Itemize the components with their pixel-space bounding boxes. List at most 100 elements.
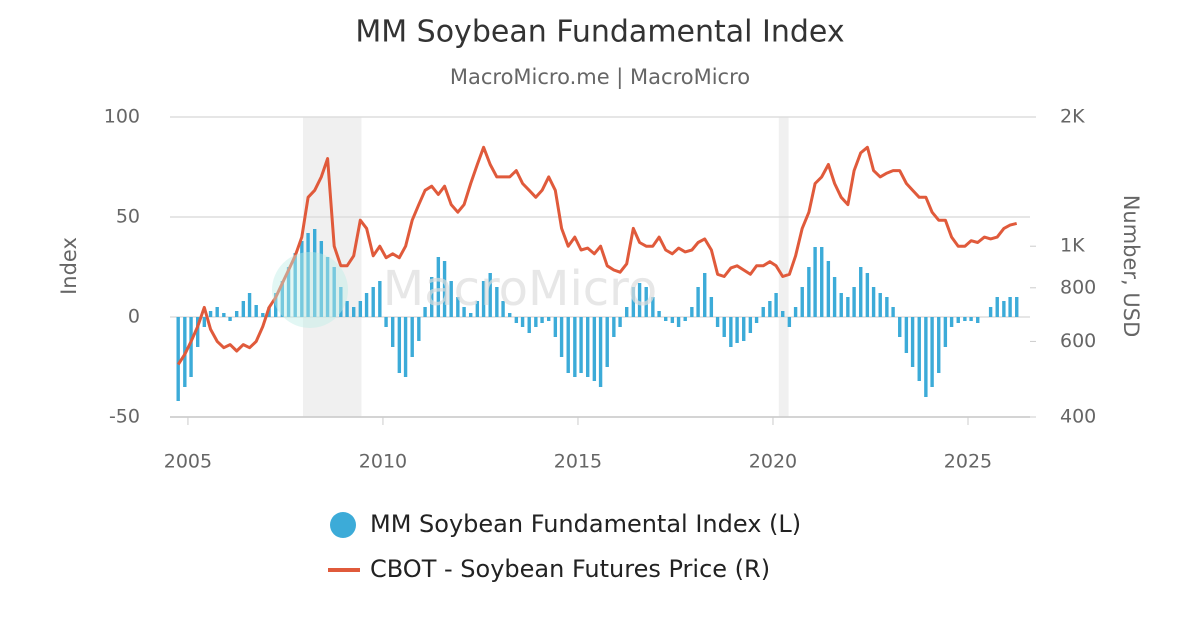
bar	[364, 293, 369, 317]
bar	[859, 267, 863, 317]
y-axis-title: Index	[57, 237, 81, 295]
bar	[631, 287, 636, 317]
bar	[690, 307, 694, 317]
bar	[293, 253, 297, 317]
bar	[988, 307, 993, 317]
bar	[586, 317, 590, 377]
y-tick-label: -50	[109, 406, 140, 428]
bar	[1015, 297, 1019, 317]
bar	[332, 267, 336, 317]
y-tick-label: 50	[116, 206, 140, 228]
bar	[1002, 301, 1006, 317]
bar	[664, 317, 668, 321]
legend-label: CBOT - Soybean Futures Price (R)	[370, 555, 770, 583]
bar	[534, 317, 538, 327]
x-tick-label: 2015	[554, 451, 602, 473]
bar	[598, 317, 603, 387]
bar	[579, 317, 583, 373]
bar	[963, 317, 967, 321]
y2-tick-label: 2K	[1060, 106, 1085, 128]
bar	[832, 277, 837, 317]
bar	[852, 287, 856, 317]
bar	[618, 317, 622, 327]
bar	[540, 317, 544, 323]
bar	[676, 317, 681, 327]
bar	[501, 301, 505, 317]
bar	[547, 317, 551, 321]
bar	[807, 267, 811, 317]
chart-title: MM Soybean Fundamental Index	[355, 15, 844, 50]
bar	[904, 317, 909, 353]
bar	[280, 281, 285, 317]
bar	[729, 317, 733, 347]
bar	[625, 307, 629, 317]
bar	[703, 273, 707, 317]
bar	[358, 301, 363, 317]
bar	[566, 317, 570, 373]
bar	[449, 281, 453, 317]
bar	[527, 317, 531, 333]
bar	[397, 317, 402, 373]
bar	[891, 307, 895, 317]
bar	[976, 317, 980, 323]
chart-subtitle: MacroMicro.me | MacroMicro	[450, 65, 750, 90]
bar	[793, 307, 798, 317]
bar	[222, 313, 226, 317]
bar	[943, 317, 948, 347]
bar	[657, 311, 661, 317]
bar	[924, 317, 928, 397]
bar	[352, 307, 356, 317]
bar	[969, 317, 973, 321]
bar	[748, 317, 753, 333]
bar	[208, 311, 213, 317]
bar	[683, 317, 687, 321]
bar	[995, 297, 999, 317]
shaded-range	[302, 117, 362, 417]
bar	[520, 317, 525, 327]
bar	[247, 293, 252, 317]
legend-label: MM Soybean Fundamental Index (L)	[370, 510, 801, 538]
bar	[735, 317, 739, 343]
bar	[878, 293, 882, 317]
bar	[774, 293, 778, 317]
bar	[898, 317, 902, 337]
bar	[885, 297, 889, 317]
bar	[215, 307, 219, 317]
bar	[312, 229, 317, 317]
bar	[917, 317, 921, 381]
bar	[254, 305, 258, 317]
bar	[469, 313, 473, 317]
bar	[592, 317, 597, 381]
bar	[644, 287, 648, 317]
bar	[871, 287, 876, 317]
bar	[403, 317, 408, 377]
bar	[651, 297, 655, 317]
bar	[715, 317, 720, 327]
bar	[637, 283, 642, 317]
bar	[559, 317, 564, 357]
bar	[930, 317, 934, 387]
bar	[241, 301, 246, 317]
plot-area	[170, 116, 1036, 425]
y2-axis-title: Number, USD	[1119, 195, 1143, 338]
bar	[754, 317, 759, 323]
bar	[261, 313, 265, 317]
bar	[339, 287, 343, 317]
bar	[176, 317, 180, 401]
bar	[423, 307, 427, 317]
bar	[670, 317, 675, 323]
bar	[1008, 297, 1012, 317]
bar	[949, 317, 954, 327]
bar	[417, 317, 421, 341]
bar	[709, 297, 714, 317]
bar	[865, 273, 870, 317]
y2-tick-label: 600	[1060, 330, 1096, 352]
bar	[436, 257, 441, 317]
bar	[813, 247, 817, 317]
bar	[319, 241, 324, 317]
bar	[462, 307, 466, 317]
bar	[371, 287, 375, 317]
x-tick-label: 2010	[359, 451, 407, 473]
bar	[481, 281, 486, 317]
